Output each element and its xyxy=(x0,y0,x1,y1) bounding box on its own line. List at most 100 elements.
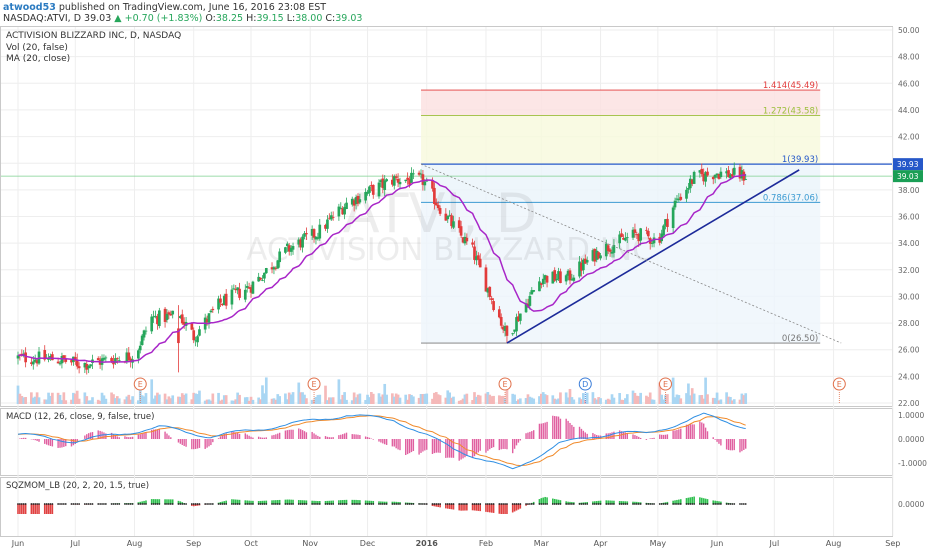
month-tick: Aug xyxy=(826,539,842,548)
volume-bar xyxy=(158,394,161,404)
candle-body xyxy=(731,174,734,177)
candle-body xyxy=(618,234,621,244)
macd-histogram-bar xyxy=(731,439,734,451)
candle-body xyxy=(316,237,320,239)
sqz-bar xyxy=(637,502,640,504)
candle xyxy=(620,228,623,238)
candle xyxy=(486,287,490,298)
macd-signal-line xyxy=(18,415,746,467)
sqz-bar xyxy=(366,500,369,504)
volume-bar xyxy=(163,393,167,404)
candle-body xyxy=(639,228,642,241)
macd-histogram-bar xyxy=(351,434,353,439)
volume-bar xyxy=(711,397,715,404)
price-chart[interactable]: 1.414(45.49)1.272(43.58)1(39.93)0.786(37… xyxy=(0,24,932,550)
sqz-dot xyxy=(85,503,88,505)
volume-bar xyxy=(184,393,188,404)
volume-bar xyxy=(352,392,356,404)
candle xyxy=(444,208,448,221)
candle-body xyxy=(492,301,495,311)
candle-body xyxy=(383,180,387,190)
volume-bar xyxy=(152,398,155,404)
drawn-lines[interactable] xyxy=(420,163,842,344)
candle xyxy=(318,218,322,241)
sqz-bar xyxy=(179,501,182,504)
candle xyxy=(580,258,583,277)
candle xyxy=(138,341,142,354)
author-link[interactable]: atwood53 xyxy=(3,2,56,13)
sqz-dot xyxy=(637,503,640,505)
sqz-dot xyxy=(164,503,166,505)
candle-body xyxy=(87,366,91,369)
volume-bar xyxy=(492,395,495,404)
sqz-bar xyxy=(636,501,638,504)
sqz-dot xyxy=(557,503,560,505)
volume-bar xyxy=(419,393,423,404)
candle-body xyxy=(190,323,194,330)
sqz-dot xyxy=(397,503,399,505)
sqz-bar xyxy=(488,504,491,513)
sqz-dot xyxy=(232,503,235,505)
legend-ma[interactable]: MA (20, close) xyxy=(6,54,70,64)
macd-histogram-bar xyxy=(733,439,735,451)
sqz-bar xyxy=(565,501,567,504)
fib-extension: 1.414(45.49)1.272(43.58)1(39.93)0.786(37… xyxy=(1,81,892,344)
macd-histogram-bar xyxy=(529,431,531,439)
sqz-dot xyxy=(166,503,168,505)
macd-histogram-bar xyxy=(693,424,695,439)
sqz-dot xyxy=(540,503,543,505)
candle xyxy=(543,274,547,285)
event-label: E xyxy=(312,380,317,389)
macd-histogram-bar xyxy=(238,433,241,439)
candle-body xyxy=(646,230,650,237)
sqz-bar xyxy=(540,498,543,504)
volume-bar xyxy=(677,395,681,404)
sqz-bar xyxy=(691,496,694,504)
candle-body xyxy=(541,278,545,284)
candle-body xyxy=(457,220,461,229)
candle-body xyxy=(327,217,331,219)
macd-histogram-bar xyxy=(231,431,233,439)
candle xyxy=(727,166,730,178)
candle xyxy=(232,284,236,290)
volume-bar xyxy=(354,397,358,404)
sqz-bar xyxy=(297,500,300,504)
legend-vol[interactable]: Vol (20, false) xyxy=(6,43,68,53)
candle-body xyxy=(182,321,186,325)
volume-bar xyxy=(58,394,62,404)
candle-body xyxy=(136,350,140,359)
macd-histogram-bar xyxy=(418,439,420,455)
volume-bar xyxy=(595,399,599,404)
macd-histogram-bar xyxy=(487,439,489,451)
volume-bar xyxy=(551,395,555,404)
macd-histogram-bar xyxy=(714,439,716,440)
sqz-bar xyxy=(343,499,346,504)
candle xyxy=(478,253,482,268)
price-tick: 22.00 xyxy=(898,399,920,408)
sqz-bar xyxy=(181,502,184,504)
sqz-dot xyxy=(731,503,734,505)
volume-bar xyxy=(471,400,474,404)
sqz-bar xyxy=(498,504,501,514)
candle-body xyxy=(518,313,522,321)
volume-bar xyxy=(528,396,532,404)
sqz-dot xyxy=(691,503,694,505)
sqz-dot xyxy=(364,503,367,505)
candle xyxy=(270,262,274,274)
macd-title[interactable]: MACD (12, 26, close, 9, false, true) xyxy=(6,412,154,422)
candle xyxy=(673,197,677,210)
candle xyxy=(660,229,664,244)
volume-bar xyxy=(618,393,621,404)
candle xyxy=(144,326,148,335)
sqz-bar xyxy=(51,504,54,514)
candle-body xyxy=(285,243,289,247)
volume-bar xyxy=(198,390,201,404)
volume-bar xyxy=(20,396,24,404)
candle xyxy=(142,329,146,341)
macd-histogram-bar xyxy=(36,439,38,441)
sqz-title[interactable]: SQZMOM_LB (20, 2, 20, 1.5, true) xyxy=(6,481,149,491)
candle xyxy=(392,174,396,190)
macd-histogram-bar xyxy=(112,434,115,439)
volume-bar xyxy=(341,394,345,404)
sqz-bar xyxy=(265,500,268,504)
